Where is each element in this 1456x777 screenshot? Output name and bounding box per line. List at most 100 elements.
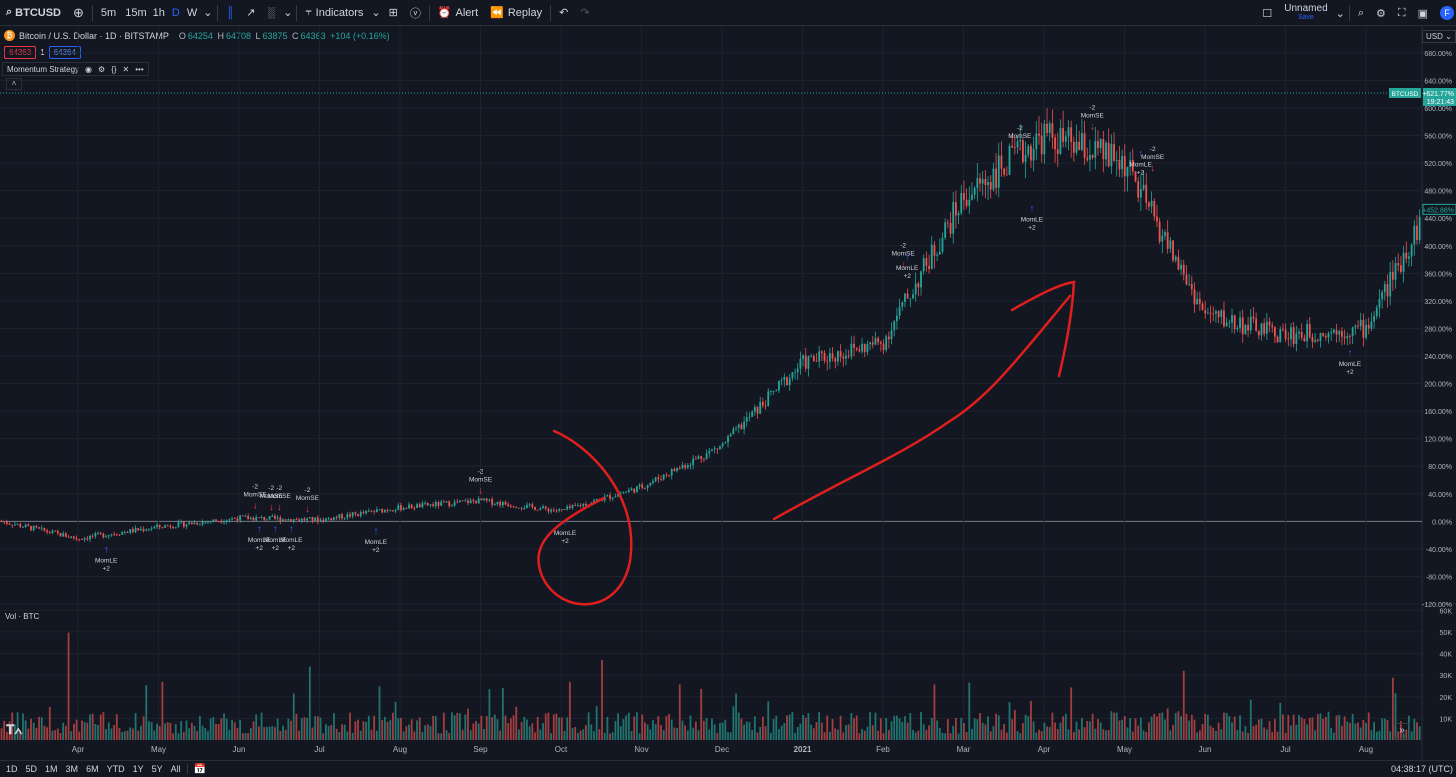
interval-5m[interactable]: 5m: [100, 6, 117, 19]
volume-bar: [1153, 713, 1156, 740]
volume-bar: [1032, 721, 1035, 740]
range-1m[interactable]: 1M: [45, 764, 58, 774]
compare-add-icon[interactable]: ⊕: [73, 4, 84, 20]
long-signal-arrow: ↑: [104, 545, 109, 556]
candle-body: [1059, 127, 1062, 154]
replay-button[interactable]: ⏪ Replay: [484, 0, 548, 26]
chevron-down-icon[interactable]: ⌄: [1335, 7, 1345, 20]
indicators-button[interactable]: ⫧ Indicators: [299, 0, 369, 26]
bar-chart-icon[interactable]: ░: [267, 6, 276, 19]
volume-bar: [493, 714, 496, 740]
candle-body: [266, 519, 268, 521]
candle-body: [418, 504, 421, 508]
volume-bar: [1204, 713, 1207, 740]
price-chart[interactable]: ↑MomLE+2-2MomSE↓↑MomLE+2-2MomSE↓-2MomSE↓…: [0, 26, 1456, 760]
short-signal-qty: -2: [1150, 146, 1156, 153]
candle-body: [38, 527, 40, 529]
avatar[interactable]: F: [1440, 6, 1454, 20]
divider: [217, 4, 219, 21]
volume-bar: [1193, 719, 1196, 740]
candle-body: [204, 521, 207, 523]
volume-bar: [1351, 713, 1354, 740]
candle-body: [137, 528, 140, 531]
volume-bar: [676, 727, 678, 740]
candle-body: [1011, 145, 1014, 148]
close-icon[interactable]: ✕: [122, 64, 130, 74]
settings-icon[interactable]: ⚙: [98, 64, 106, 74]
price-tick-label: 400.00%: [1424, 244, 1452, 251]
candle-body: [625, 491, 628, 493]
symbol-search-button[interactable]: ⌕ BTCUSD: [0, 0, 67, 26]
volume-bar: [501, 688, 504, 740]
chevron-down-icon[interactable]: ⌄: [203, 7, 213, 19]
range-5y[interactable]: 5Y: [151, 764, 163, 774]
range-1y[interactable]: 1Y: [132, 764, 144, 774]
drawn-arrow-head[interactable]: [1010, 280, 1076, 378]
user-drawings[interactable]: [537, 280, 1076, 606]
candle-body: [702, 458, 705, 460]
divider: [1348, 5, 1350, 21]
price-axis[interactable]: 680.00% 640.00% 600.00% 560.00% 520.00% 480.0…: [1389, 51, 1456, 723]
volume-bar: [1410, 731, 1413, 740]
redo-icon[interactable]: ↷: [580, 7, 590, 19]
range-3m[interactable]: 3M: [65, 764, 79, 774]
eye-icon[interactable]: ◉: [85, 64, 93, 74]
source-code-icon[interactable]: {}: [111, 64, 117, 74]
fullscreen-icon[interactable]: ⛶: [1397, 6, 1406, 19]
volume-bar: [405, 726, 408, 740]
chevron-down-icon[interactable]: ⌄: [371, 7, 381, 19]
checkbox-icon[interactable]: ☐: [1262, 7, 1273, 20]
volume-bar: [1383, 718, 1386, 740]
gear-icon[interactable]: ⚙: [1376, 7, 1386, 20]
candle-body: [692, 458, 695, 466]
templates-icon[interactable]: ⓥ: [409, 7, 421, 20]
chevron-down-icon[interactable]: ⌄: [283, 7, 293, 19]
candle-body: [118, 534, 121, 536]
interval-d[interactable]: D: [171, 6, 180, 19]
quick-search-icon[interactable]: ⌕: [1357, 6, 1365, 19]
currency-selector[interactable]: USD ⌄: [1422, 30, 1456, 43]
interval-15m[interactable]: 15m: [125, 6, 147, 19]
layout-name-button[interactable]: Unnamed Save: [1278, 4, 1333, 22]
strategy-legend[interactable]: Momentum Strategy ◉ ⚙ {} ✕ •••: [2, 62, 149, 76]
volume-bar: [1137, 725, 1140, 740]
drawn-arrow-curve[interactable]: [772, 294, 1072, 521]
candle-body: [1319, 333, 1322, 341]
volume-bar: [641, 714, 644, 740]
drawn-circle[interactable]: [537, 429, 633, 606]
candles-icon[interactable]: ║: [226, 6, 235, 19]
candle-body: [166, 525, 169, 527]
range-ytd[interactable]: YTD: [106, 764, 125, 774]
scroll-to-realtime-button[interactable]: »: [1394, 723, 1410, 739]
volume-bar: [1367, 712, 1370, 740]
camera-icon[interactable]: ▣: [1417, 7, 1428, 20]
interval-1h[interactable]: 1h: [152, 6, 165, 19]
volume-bar: [378, 686, 381, 740]
candle-body: [1249, 316, 1252, 331]
candle-body: [853, 343, 855, 348]
collapse-legend-button[interactable]: ˄: [6, 78, 22, 90]
candle-body: [1091, 155, 1094, 158]
volume-bar: [274, 727, 276, 740]
layout-grid-icon[interactable]: ⊞: [388, 7, 398, 19]
interval-w[interactable]: W: [186, 6, 198, 19]
range-all[interactable]: All: [170, 764, 181, 774]
candle-body: [426, 503, 429, 506]
volume-bar: [1341, 725, 1343, 740]
more-icon[interactable]: •••: [135, 64, 144, 74]
volume-bar: [220, 718, 223, 740]
volume-bar: [1094, 728, 1097, 740]
candle-body: [928, 265, 930, 269]
range-5d[interactable]: 5D: [25, 764, 38, 774]
go-to-date-icon[interactable]: 📅: [193, 763, 207, 775]
undo-icon[interactable]: ↶: [559, 7, 569, 19]
range-1d[interactable]: 1D: [6, 764, 18, 774]
alert-button[interactable]: ⏰ Alert: [432, 0, 484, 26]
line-chart-icon[interactable]: ↗: [246, 7, 256, 19]
range-6m[interactable]: 6M: [86, 764, 99, 774]
volume-bar: [485, 716, 488, 740]
symbol-title[interactable]: Bitcoin / U.S. Dollar · 1D · BITSTAMP: [19, 30, 169, 41]
time-axis[interactable]: Apr May Jun Jul Aug Sep Oct Nov Dec 2021 Feb Mar Apr…: [72, 745, 1373, 754]
volume-bar: [1206, 714, 1209, 740]
volume-bar: [1236, 730, 1239, 740]
